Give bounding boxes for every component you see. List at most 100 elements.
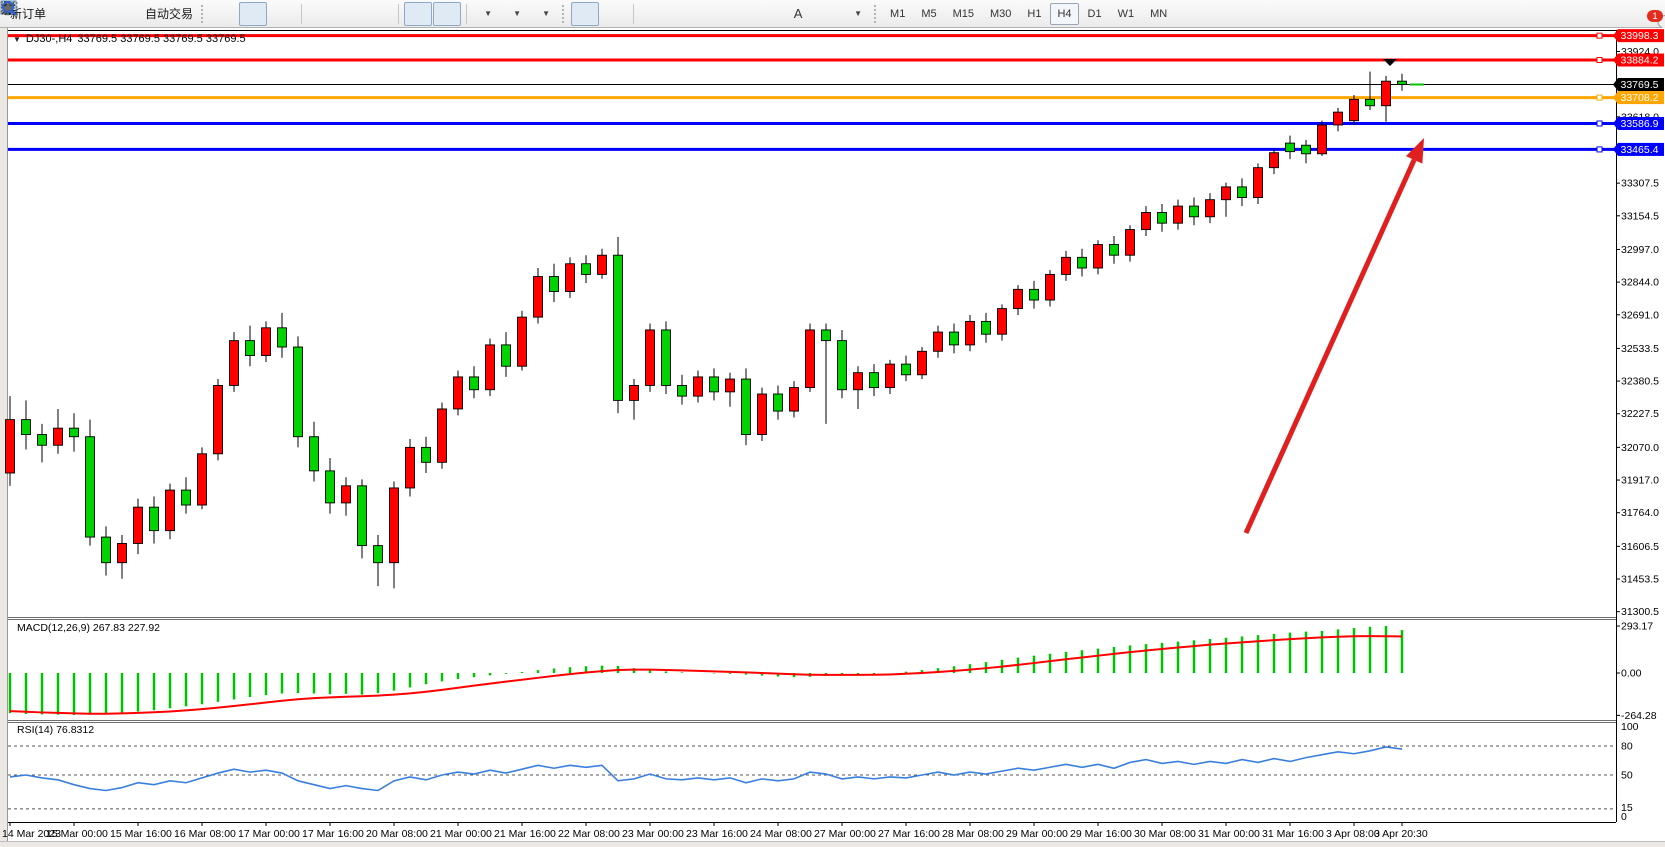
text-button[interactable]: A: [784, 2, 812, 26]
svg-text:24 Mar 08:00: 24 Mar 08:00: [750, 828, 812, 840]
notification-count-badge: 1: [1647, 9, 1663, 22]
templates-button[interactable]: ▼: [0, 0, 558, 26]
chart-shift-button[interactable]: [1, 1, 462, 26]
candle: [725, 372, 735, 407]
toolbar-grip[interactable]: [874, 4, 879, 23]
bar-chart-button[interactable]: [1, 2, 238, 26]
timeframe-W1[interactable]: W1: [1117, 7, 1135, 20]
candle: [933, 325, 943, 358]
periods-button[interactable]: ▼: [0, 0, 529, 26]
price-axis[interactable]: 33924.033618.033307.533154.532997.032844…: [1616, 46, 1659, 618]
candle: [1125, 225, 1135, 262]
timeframe-H1[interactable]: H1: [1027, 7, 1042, 20]
timeframe-D1[interactable]: D1: [1087, 7, 1102, 20]
candle: [805, 323, 815, 392]
timeframe-H4[interactable]: H4: [1050, 2, 1079, 25]
svg-text:31 Mar 00:00: 31 Mar 00:00: [1198, 828, 1260, 840]
zoom-in-button[interactable]: [1, 1, 335, 26]
hline-33998.3: [8, 32, 1616, 39]
candle: [1205, 193, 1215, 224]
candlestick-chart-button[interactable]: [1, 1, 268, 26]
trendline-button[interactable]: [1, 1, 725, 26]
candle: [37, 423, 47, 463]
cursor-button[interactable]: [4, 1, 600, 26]
candle: [181, 477, 191, 514]
svg-text:21 Mar 16:00: 21 Mar 16:00: [494, 828, 556, 840]
label-button[interactable]: T: [0, 1, 841, 26]
chart-title[interactable]: ▼ DJ30-,H4 33769.5 33769.5 33769.5 33769…: [13, 33, 246, 45]
svg-text:14 Mar 2023: 14 Mar 2023: [2, 828, 61, 840]
toolbar-grip[interactable]: [562, 4, 567, 23]
candle: [149, 496, 159, 544]
channel-button[interactable]: E: [0, 1, 754, 26]
toolbar-grip[interactable]: [201, 4, 206, 23]
svg-text:31453.5: 31453.5: [1621, 574, 1659, 586]
auto-scroll-button[interactable]: [1, 1, 433, 26]
indicators-button[interactable]: ▼: [1, 2, 500, 26]
timeframe-M30[interactable]: M30: [990, 7, 1012, 20]
market-watch-button[interactable]: [2, 2, 79, 26]
svg-text:31 Mar 16:00: 31 Mar 16:00: [1262, 828, 1324, 840]
timeframe-MN[interactable]: MN: [1150, 7, 1168, 20]
candle: [261, 321, 271, 362]
candle: [213, 379, 223, 461]
rsi-line: [9, 746, 1403, 792]
candle: [373, 534, 383, 587]
svg-text:32691.0: 32691.0: [1621, 309, 1659, 321]
trend-arrow-annotation[interactable]: [1243, 138, 1424, 535]
svg-text:33769.5: 33769.5: [1621, 79, 1659, 91]
svg-text:29 Mar 16:00: 29 Mar 16:00: [1070, 828, 1132, 840]
candle: [485, 338, 495, 397]
svg-text:20 Mar 08:00: 20 Mar 08:00: [366, 828, 428, 840]
candle: [661, 321, 671, 394]
candle: [1397, 73, 1407, 91]
top-arrow-marker[interactable]: [1383, 59, 1397, 66]
timeframe-M1[interactable]: M1: [890, 7, 906, 20]
signals-button[interactable]: [1, 1, 137, 26]
candle: [133, 498, 143, 555]
horizontal-lines-layer[interactable]: [8, 32, 1616, 153]
svg-text:16 Mar 08:00: 16 Mar 08:00: [174, 828, 236, 840]
candle: [1061, 250, 1071, 281]
arrows-button[interactable]: ▼: [2, 2, 870, 26]
line-chart-button[interactable]: [1, 2, 296, 26]
candle: [709, 368, 719, 401]
svg-text:80: 80: [1621, 741, 1633, 753]
tile-windows-button[interactable]: [0, 0, 393, 26]
fibonacci-button[interactable]: F: [1, 2, 783, 26]
data-window-button[interactable]: [0, 1, 108, 26]
candle: [197, 447, 207, 510]
candle: [421, 436, 431, 474]
candle: [341, 477, 351, 516]
svg-text:32070.0: 32070.0: [1621, 442, 1659, 454]
timeframe-M15[interactable]: M15: [952, 7, 974, 20]
zoom-out-button[interactable]: [1, 1, 364, 26]
svg-text:32844.0: 32844.0: [1621, 277, 1659, 289]
vertical-line-button[interactable]: [4, 1, 667, 26]
svg-text:32997.0: 32997.0: [1621, 244, 1659, 256]
candle: [757, 387, 767, 441]
candle: [1157, 203, 1167, 232]
candle: [869, 364, 879, 397]
toolbar-separator: [466, 3, 468, 24]
new-order-label: 新订单: [10, 7, 47, 21]
svg-text:100: 100: [1621, 721, 1639, 733]
text-icon: A: [793, 6, 803, 21]
chart-canvas[interactable]: 33924.033618.033307.533154.532997.032844…: [0, 28, 1665, 847]
candle: [629, 379, 639, 420]
candle: [901, 355, 911, 382]
horizontal-line-button[interactable]: [1, 2, 696, 26]
candle: [85, 419, 95, 546]
auto-trading-button[interactable]: 自动交易: [1, 2, 197, 26]
timeframe-M5[interactable]: M5: [921, 7, 937, 20]
candle: [1029, 280, 1039, 309]
svg-text:31300.5: 31300.5: [1621, 606, 1659, 618]
crosshair-button[interactable]: [1, 1, 628, 26]
auto-trading-label: 自动交易: [145, 7, 194, 21]
svg-text:17 Mar 16:00: 17 Mar 16:00: [302, 828, 364, 840]
candle: [69, 413, 79, 452]
candle: [693, 370, 703, 403]
svg-text:33708.2: 33708.2: [1621, 92, 1659, 104]
